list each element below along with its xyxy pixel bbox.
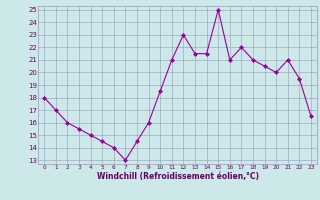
X-axis label: Windchill (Refroidissement éolien,°C): Windchill (Refroidissement éolien,°C) — [97, 172, 259, 181]
